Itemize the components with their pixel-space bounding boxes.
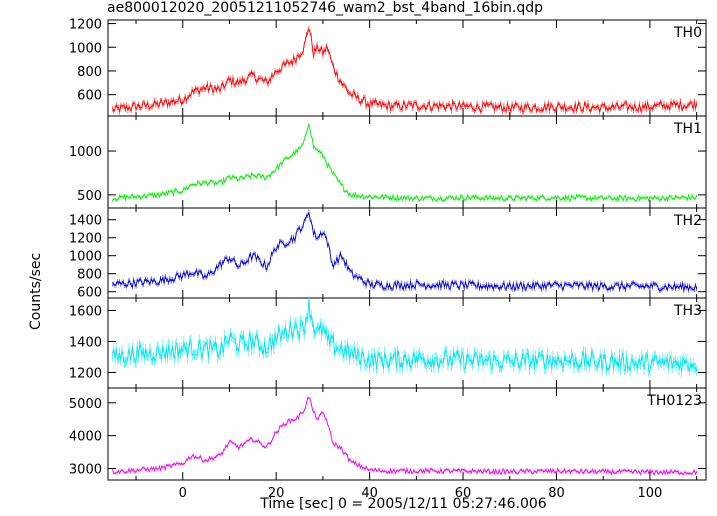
panel-label-TH0: TH0 <box>673 25 702 41</box>
series-errorbars-TH3 <box>112 298 697 378</box>
x-tick-label: 100 <box>638 486 663 501</box>
panel-label-TH0123: TH0123 <box>646 393 702 409</box>
x-tick-label: 40 <box>361 486 378 501</box>
y-tick-label: 500 <box>77 189 102 204</box>
panel-frame-TH0 <box>107 19 707 117</box>
x-tick-label: 80 <box>548 486 565 501</box>
series-line-TH3 <box>112 297 698 373</box>
series-errorbars-TH0 <box>112 26 697 115</box>
y-tick-label: 1400 <box>69 214 102 229</box>
series-errorbars-TH0123 <box>112 396 697 476</box>
panel-label-TH3: TH3 <box>673 303 702 319</box>
y-tick-label: 1000 <box>69 145 102 160</box>
x-tick-label: 20 <box>268 486 285 501</box>
series-line-TH0 <box>112 26 698 114</box>
series-errorbars-TH1 <box>112 122 697 203</box>
series-line-TH0123 <box>112 397 698 476</box>
y-tick-label: 1200 <box>69 366 102 381</box>
panel-frame-TH0123 <box>107 387 707 481</box>
panel-frame-TH1 <box>107 115 707 209</box>
y-tick-label: 600 <box>77 286 102 301</box>
series-line-TH2 <box>112 211 698 292</box>
y-tick-label: 1600 <box>69 304 102 319</box>
chart-title: ae800012020_20051211052746_wam2_bst_4ban… <box>107 0 544 16</box>
x-axis-label: Time [sec] 0 = 2005/12/11 05:27:46.006 <box>260 496 547 512</box>
panel-label-TH2: TH2 <box>673 213 702 229</box>
y-tick-label: 1400 <box>69 335 102 350</box>
y-tick-label: 1000 <box>69 41 102 56</box>
y-tick-label: 1200 <box>69 232 102 247</box>
y-tick-label: 600 <box>77 89 102 104</box>
y-tick-label: 1000 <box>69 250 102 265</box>
series-errorbars-TH2 <box>112 209 697 294</box>
panel-label-TH1: TH1 <box>673 121 702 137</box>
y-tick-label: 4000 <box>69 430 102 445</box>
y-tick-label: 800 <box>77 65 102 80</box>
y-tick-label: 800 <box>77 268 102 283</box>
x-tick-label: 60 <box>455 486 472 501</box>
series-line-TH1 <box>112 124 698 203</box>
y-tick-label: 3000 <box>69 463 102 478</box>
panel-frame-TH3 <box>107 297 707 389</box>
x-tick-label: 0 <box>179 486 187 501</box>
y-tick-label: 1200 <box>69 18 102 33</box>
y-tick-label: 5000 <box>69 397 102 412</box>
